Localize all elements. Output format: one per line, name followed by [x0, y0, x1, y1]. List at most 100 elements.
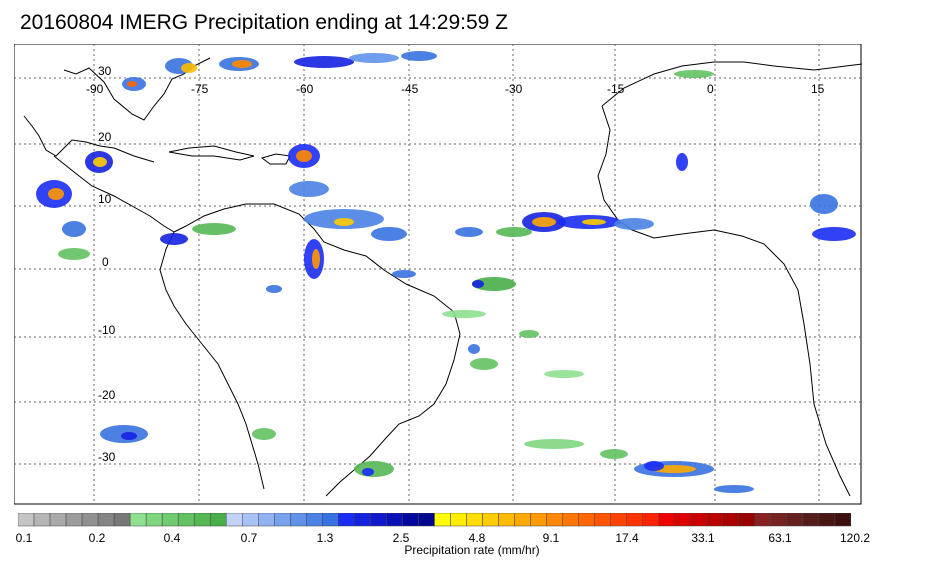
colorbar-swatch: [193, 513, 211, 527]
longitude-labels: -90 -75 -60 -45 -30 -15 0 15: [86, 82, 825, 96]
south-america-coast: [173, 203, 461, 497]
coastlines: [23, 57, 862, 497]
south-america-west-coast: [159, 231, 265, 490]
longitude-label: -45: [401, 82, 419, 96]
colorbar-swatch: [258, 513, 275, 527]
gulf-coast: [23, 115, 155, 163]
precip-cell: [472, 280, 484, 288]
colorbar-swatch: [514, 513, 531, 527]
graticule: [14, 44, 861, 504]
colorbar-swatch: [145, 513, 163, 527]
latitude-label: 30: [98, 64, 112, 78]
longitude-label: -90: [86, 82, 104, 96]
longitude-label: -60: [296, 82, 314, 96]
colorbar-swatch: [81, 513, 99, 527]
colorbar-tick-label: 33.1: [691, 531, 715, 545]
latitude-label: -20: [98, 388, 116, 402]
precip-cell: [266, 285, 282, 293]
colorbar-tick-label: 0.2: [88, 531, 106, 545]
colorbar-swatch: [386, 513, 403, 527]
colorbar-swatch: [738, 513, 756, 527]
colorbar-swatch: [33, 513, 51, 527]
hispaniola: [260, 153, 291, 165]
colorbar-swatch: [642, 513, 660, 527]
precip-cell: [362, 468, 374, 476]
precip-cell: [644, 461, 664, 471]
colorbar-swatch: [722, 513, 740, 527]
precip-cell: [252, 428, 276, 440]
precip-cell: [349, 53, 399, 63]
precip-cell: [62, 221, 86, 237]
colorbar-swatch: [306, 513, 323, 527]
colorbar-swatch: [594, 513, 611, 527]
latitude-label: 0: [102, 255, 109, 269]
colorbar-swatch: [434, 513, 451, 527]
colorbar-swatch: [450, 513, 467, 527]
precip-cell: [810, 194, 838, 214]
map-frame: [14, 44, 862, 505]
colorbar-tick-label: 17.4: [615, 531, 639, 545]
colorbar-swatch: [177, 513, 195, 527]
colorbar-swatch: [466, 513, 483, 527]
africa-north: [601, 61, 862, 107]
longitude-label: -75: [191, 82, 209, 96]
colorbar-swatch: [354, 513, 371, 527]
precip-cell: [392, 270, 416, 278]
precip-cell: [371, 227, 407, 241]
precip-cell: [93, 157, 107, 167]
precip-cell: [524, 439, 584, 449]
precip-cell: [401, 51, 437, 61]
colorbar-swatch: [498, 513, 515, 527]
colorbar-swatch: [370, 513, 387, 527]
colorbar-swatch: [690, 513, 708, 527]
colorbar-swatch: [530, 513, 547, 527]
precip-cell: [676, 153, 688, 171]
latitude-labels: 30 20 10 0 -10 -20 -30: [98, 64, 116, 464]
map-title: 20160804 IMERG Precipitation ending at 1…: [20, 11, 508, 34]
colorbar-tick-label: 0.7: [240, 531, 258, 545]
colorbar-swatch: [546, 513, 563, 527]
colorbar-tick-label: 120.2: [839, 531, 871, 545]
precip-cell: [289, 181, 329, 197]
latitude-label: -30: [98, 450, 116, 464]
precip-cell: [714, 485, 754, 493]
precip-cell: [160, 233, 188, 245]
central-america: [53, 155, 175, 233]
precip-cell: [532, 217, 556, 227]
colorbar-swatch: [754, 513, 772, 527]
precip-cell: [181, 63, 197, 73]
colorbar-swatch: [49, 513, 67, 527]
colorbar-swatch: [226, 513, 243, 527]
colorbar-swatch: [674, 513, 692, 527]
precip-cell: [674, 70, 714, 78]
colorbar-swatch: [706, 513, 724, 527]
longitude-label: -30: [505, 82, 523, 96]
colorbar-swatch: [578, 513, 595, 527]
precip-cell: [614, 218, 654, 230]
colorbar-swatch: [290, 513, 307, 527]
precip-cell: [812, 227, 856, 241]
precip-cell: [519, 330, 539, 338]
colorbar-swatch: [658, 513, 676, 527]
colorbar-tick-label: 9.1: [542, 531, 560, 545]
precipitation-map: 30 20 10 0 -10 -20 -30 -90 -75 -60 -45 -30 -15 0 15: [14, 44, 862, 505]
longitude-label: 0: [707, 82, 714, 96]
colorbar: [18, 513, 851, 527]
latitude-label: 10: [98, 192, 112, 206]
colorbar-tick-label: 0.4: [163, 531, 181, 545]
precip-cell: [127, 81, 137, 87]
precip-cell: [296, 150, 312, 162]
colorbar-swatch: [242, 513, 259, 527]
colorbar-swatch: [402, 513, 419, 527]
precip-cell: [470, 358, 498, 370]
colorbar-tick-label: 63.1: [768, 531, 792, 545]
precip-cell: [582, 219, 606, 225]
colorbar-swatch: [161, 513, 179, 527]
precip-cell: [472, 277, 516, 291]
precip-cell: [455, 227, 483, 237]
colorbar-label: Precipitation rate (mm/hr): [404, 543, 540, 557]
colorbar-swatch: [338, 513, 355, 527]
precip-cell: [294, 56, 354, 68]
longitude-label: -15: [607, 82, 625, 96]
colorbar-swatch: [562, 513, 579, 527]
